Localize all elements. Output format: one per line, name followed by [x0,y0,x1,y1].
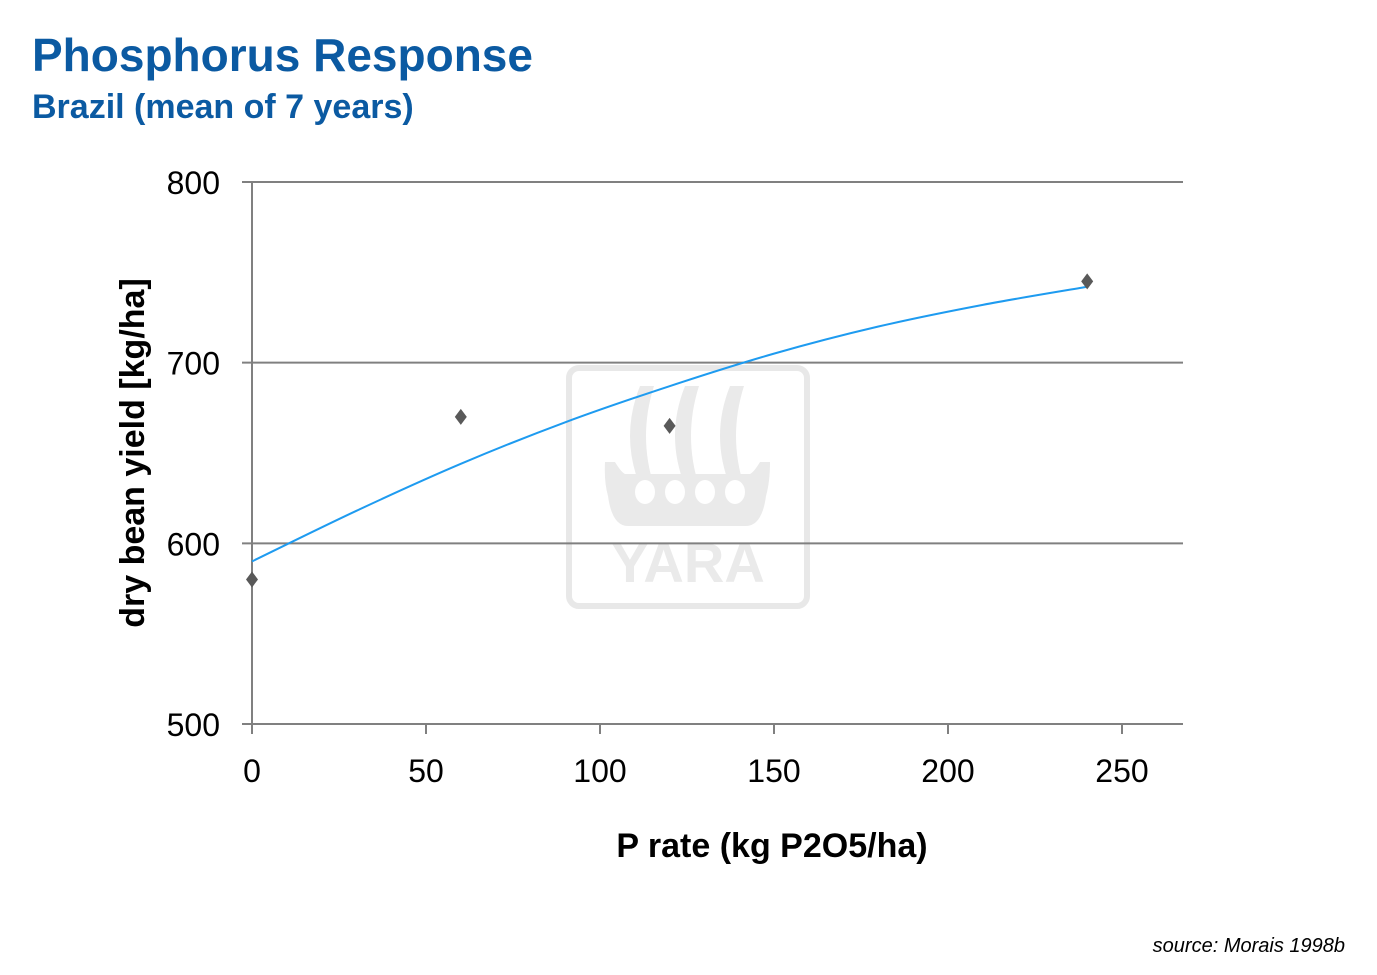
x-tick-label: 0 [243,753,261,789]
page-subtitle: Brazil (mean of 7 years) [32,88,414,126]
data-point [663,417,676,434]
source-note: source: Morais 1998b [1152,935,1345,957]
data-point [454,408,467,425]
y-tick-label: 600 [167,526,220,562]
x-tick-label: 150 [747,753,800,789]
trendline [251,285,1088,563]
y-tick-label: 800 [167,165,220,201]
y-tick-label: 700 [167,346,220,382]
data-point [1081,273,1094,290]
y-tick-label: 500 [167,707,220,743]
data-point [246,571,258,588]
y-axis-label: dry bean yield [kg/ha] [114,278,152,628]
watermark-text: YARA [611,531,765,594]
x-tick-label: 50 [408,753,444,789]
x-axis-label: P rate (kg P2O5/ha) [616,827,927,865]
x-tick-label: 250 [1095,753,1148,789]
yara-logo-watermark: YARA [566,365,810,609]
x-tick-label: 200 [921,753,974,789]
x-tick-label: 100 [573,753,626,789]
page-title: Phosphorus Response [32,29,533,81]
